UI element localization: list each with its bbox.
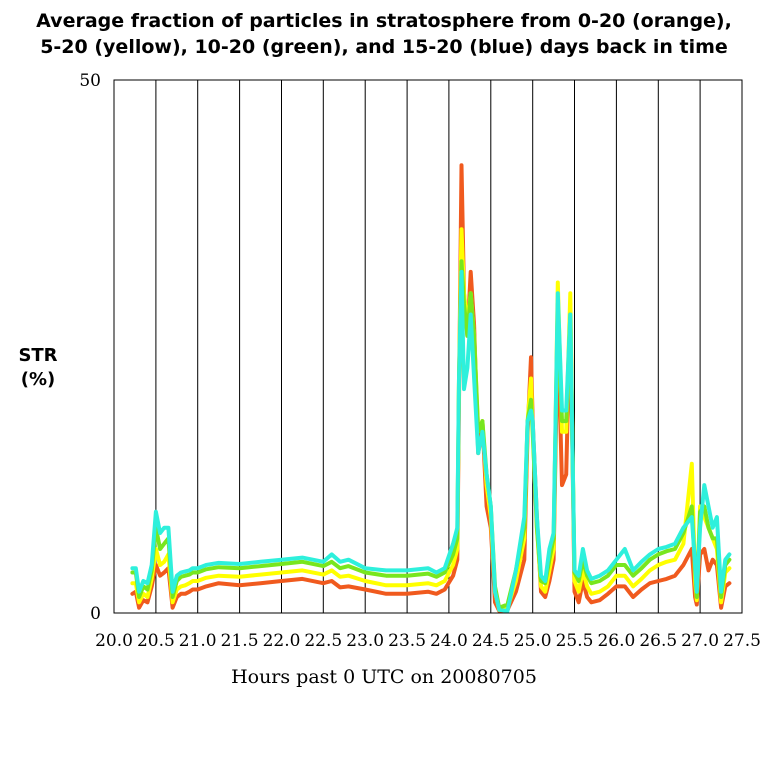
x-tick-label-15: 27.5 <box>723 631 761 651</box>
x-tick-label-3: 21.5 <box>221 631 259 651</box>
x-tick-label-13: 26.5 <box>639 631 677 651</box>
x-tick-label-11: 25.5 <box>556 631 594 651</box>
y-axis-label-line-2: (%) <box>21 369 56 390</box>
x-tick-label-10: 25.0 <box>514 631 552 651</box>
x-tick-label-9: 24.5 <box>472 631 510 651</box>
x-tick-label-6: 23.0 <box>346 631 384 651</box>
series-line-3 <box>130 269 732 613</box>
x-tick-label-0: 20.0 <box>95 631 133 651</box>
x-axis-label: Hours past 0 UTC on 20080705 <box>231 666 537 688</box>
series-line-2 <box>130 259 732 610</box>
x-tick-label-5: 22.5 <box>304 631 342 651</box>
grid-lines <box>155 80 701 613</box>
x-tick-labels: 20.0 20.5 21.0 21.5 22.0 22.5 23.0 23.5 24.0 24.5… <box>95 631 761 651</box>
x-tick-label-4: 22.0 <box>263 631 301 651</box>
y-tick-min: 0 <box>90 604 101 624</box>
x-tick-label-12: 26.0 <box>597 631 635 651</box>
x-tick-label-1: 20.5 <box>137 631 175 651</box>
y-tick-max: 50 <box>79 71 101 91</box>
chart-title-line-1: Average fraction of particles in stratos… <box>36 10 732 32</box>
x-tick-label-7: 23.5 <box>388 631 426 651</box>
series-line-1 <box>130 227 732 612</box>
y-axis-label-line-1: STR <box>18 345 57 366</box>
plot-area-frame <box>113 79 743 614</box>
series-group <box>130 163 732 613</box>
x-tick-label-14: 27.0 <box>681 631 719 651</box>
x-tick-label-8: 24.0 <box>430 631 468 651</box>
series-line-0 <box>130 163 732 613</box>
x-tick-label-2: 21.0 <box>179 631 217 651</box>
chart-title-line-2: 5-20 (yellow), 10-20 (green), and 15-20 … <box>40 36 728 58</box>
